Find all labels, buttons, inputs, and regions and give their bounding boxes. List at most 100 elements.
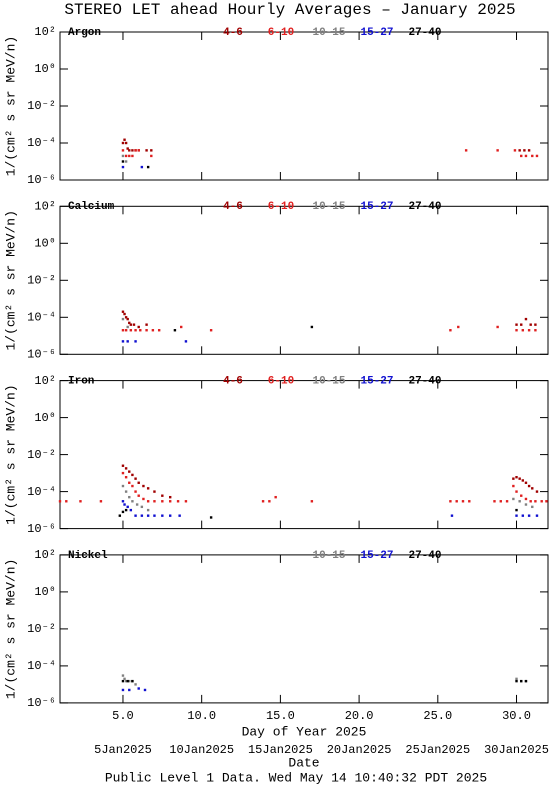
data-point xyxy=(535,490,539,493)
legend-entry: 27-40 xyxy=(408,201,441,213)
data-point xyxy=(515,490,518,493)
panel-label: Iron xyxy=(68,376,94,388)
data-point xyxy=(161,500,164,503)
data-point xyxy=(168,500,172,503)
data-point xyxy=(499,500,502,503)
data-point xyxy=(121,329,125,332)
data-point xyxy=(310,500,314,503)
y-axis-label: 1/(cm² s sr MeV/n) xyxy=(3,210,18,350)
data-point xyxy=(131,473,134,477)
data-point xyxy=(121,674,125,677)
data-point xyxy=(524,497,528,501)
data-point xyxy=(128,495,131,499)
data-point xyxy=(531,154,534,158)
data-point xyxy=(521,479,525,482)
data-point xyxy=(124,679,128,683)
legend-entry: 10-15 xyxy=(312,376,345,388)
legend-entry: 15-27 xyxy=(360,550,393,562)
data-point xyxy=(123,503,126,506)
data-point xyxy=(128,154,131,158)
panel-label: Nickel xyxy=(68,550,108,562)
data-point xyxy=(523,149,526,152)
data-point xyxy=(134,514,137,517)
data-point xyxy=(527,484,531,488)
legend-entry: 10-15 xyxy=(312,201,345,213)
data-point xyxy=(496,325,499,329)
data-point xyxy=(518,477,521,480)
data-point xyxy=(121,154,125,158)
data-point xyxy=(124,160,128,163)
date-tick-label: 15Jan2025 xyxy=(248,743,313,757)
panel-label: Argon xyxy=(68,27,101,39)
data-point xyxy=(151,329,155,332)
legend-entry: 6-10 xyxy=(268,27,294,39)
x-tick-label: 5.0 xyxy=(112,709,134,723)
data-point xyxy=(518,149,521,152)
data-point xyxy=(531,487,534,490)
data-point xyxy=(457,325,460,329)
page-title: STEREO LET ahead Hourly Averages – Janua… xyxy=(64,1,515,19)
data-point xyxy=(168,514,172,517)
legend-entry: 10-15 xyxy=(312,27,345,39)
y-tick-label: 10² xyxy=(34,199,56,213)
data-point xyxy=(143,688,147,692)
data-point xyxy=(137,494,140,497)
data-point xyxy=(515,514,518,517)
data-point xyxy=(99,500,103,503)
data-point xyxy=(524,481,528,484)
data-point xyxy=(180,325,183,329)
data-point xyxy=(153,490,156,493)
data-point xyxy=(124,476,128,479)
data-point xyxy=(121,165,125,169)
data-point xyxy=(184,340,188,343)
data-point xyxy=(142,497,145,501)
data-point xyxy=(161,514,164,517)
data-point xyxy=(178,514,181,517)
data-point xyxy=(124,141,128,145)
data-point xyxy=(126,340,129,343)
legend-entry: 15-27 xyxy=(360,27,393,39)
data-point xyxy=(520,679,523,683)
legend-entry: 10-15 xyxy=(312,550,345,562)
data-point xyxy=(140,514,144,517)
data-point xyxy=(129,323,133,326)
data-point xyxy=(123,138,126,141)
date-tick-label: 20Jan2025 xyxy=(327,743,392,757)
data-point xyxy=(527,514,531,517)
data-point xyxy=(450,514,454,517)
data-point xyxy=(123,677,126,681)
data-point xyxy=(505,500,509,503)
data-point xyxy=(124,316,128,319)
data-point xyxy=(131,154,134,158)
data-point xyxy=(524,154,528,158)
data-point xyxy=(521,514,525,517)
data-point xyxy=(146,487,150,490)
legend-entry: 6-10 xyxy=(268,201,294,213)
data-point xyxy=(58,500,62,503)
data-point xyxy=(121,688,125,692)
data-point xyxy=(146,500,150,503)
data-point xyxy=(531,505,534,509)
y-tick-label: 10⁻⁶ xyxy=(27,347,56,361)
panel-label: Calcium xyxy=(68,201,115,213)
data-point xyxy=(128,679,131,683)
data-point xyxy=(126,317,129,321)
data-point xyxy=(464,149,468,152)
data-point xyxy=(128,688,131,692)
data-point xyxy=(535,514,539,517)
data-point xyxy=(121,510,125,514)
data-point xyxy=(209,516,213,519)
legend-entry: 15-27 xyxy=(360,376,393,388)
y-tick-label: 10⁻⁶ xyxy=(27,173,56,187)
data-point xyxy=(140,505,144,509)
data-point xyxy=(128,481,131,484)
data-point xyxy=(121,500,125,503)
data-point xyxy=(173,329,177,332)
data-point xyxy=(527,329,531,332)
data-point xyxy=(121,149,125,152)
data-point xyxy=(139,329,142,332)
data-point xyxy=(146,508,150,512)
y-tick-label: 10⁻² xyxy=(27,622,56,636)
data-point xyxy=(121,340,125,343)
data-point xyxy=(534,500,537,503)
